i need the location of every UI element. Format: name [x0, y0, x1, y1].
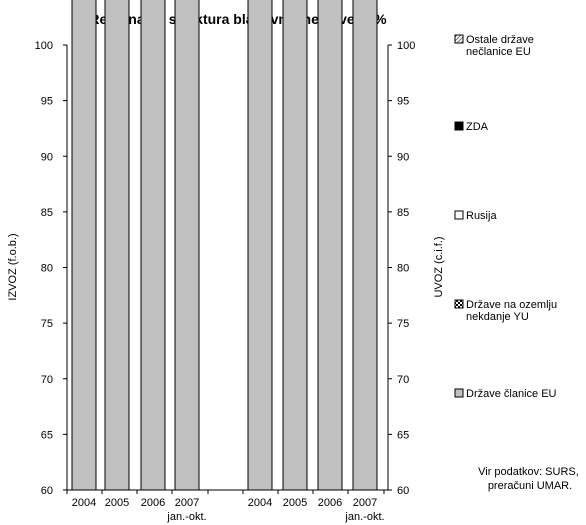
- bar-segment-izvoz-2004-s0: [71, 0, 97, 491]
- left-axis-title: IZVOZ (f.o.b.): [7, 233, 19, 300]
- right-y-tick-label: 60: [397, 485, 409, 497]
- left-y-tick-label: 65: [41, 429, 53, 441]
- legend-swatch: [454, 210, 464, 220]
- bar-segment-uvoz-2004-s0: [247, 0, 273, 491]
- left-y-tick-label: 100: [35, 40, 53, 52]
- right-y-tick-label: 80: [397, 263, 409, 275]
- right-axis-title: UVOZ (c.i.f.): [433, 236, 445, 297]
- bar-segment-uvoz-2007-s0: [352, 0, 378, 491]
- source-line-1: Vir podatkov: SURS,: [478, 466, 579, 478]
- legend-swatch: [454, 299, 464, 309]
- left-y-tick-label: 60: [41, 485, 53, 497]
- axes-layer: [63, 44, 392, 494]
- x-tick-label: 2005: [283, 497, 307, 509]
- bar-segment-izvoz-2005-s0: [104, 0, 130, 491]
- left-y-tick-label: 90: [41, 151, 53, 163]
- right-y-tick-label: 85: [397, 207, 409, 219]
- right-y-tick-label: 70: [397, 374, 409, 386]
- y-tick-labels: 60 60 65 65 70 70 75 75 80 80 85 85 90 90 95 95 100 100: [35, 40, 416, 497]
- legend-label: ZDA: [466, 121, 489, 133]
- bar-segment-uvoz-2005-s0: [282, 0, 308, 491]
- legend-label: nečlanice EU: [466, 46, 531, 58]
- legend-label: Rusija: [466, 210, 497, 222]
- x-tick-labels: 2004 2005 2006 2007 jan.-okt. 2004 2005 2006 200…: [72, 497, 385, 523]
- bar-segment-izvoz-2007-s0: [174, 0, 200, 491]
- x-tick-label: 2007: [175, 497, 199, 509]
- legend-label: Ostale države: [466, 34, 534, 46]
- right-y-tick-label: 75: [397, 318, 409, 330]
- right-y-tick-label: 90: [397, 151, 409, 163]
- bars-layer: [71, 0, 378, 491]
- x-tick-label: 2007: [353, 497, 377, 509]
- x-tick-label: 2004: [248, 497, 272, 509]
- x-tick-label: 2005: [105, 497, 129, 509]
- x-tick-label: 2006: [141, 497, 165, 509]
- left-y-tick-label: 95: [41, 96, 53, 108]
- right-y-tick-label: 95: [397, 96, 409, 108]
- legend-label: nekdanje YU: [466, 311, 529, 323]
- legend-label: Države članice EU: [466, 388, 557, 400]
- left-y-tick-label: 70: [41, 374, 53, 386]
- left-y-tick-label: 75: [41, 318, 53, 330]
- legend-swatch: [454, 34, 464, 44]
- source-note: Vir podatkov: SURS, preračuni UMAR.: [478, 466, 582, 492]
- left-y-tick-label: 85: [41, 207, 53, 219]
- legend-swatch: [454, 121, 464, 131]
- bar-segment-uvoz-2006-s0: [317, 0, 343, 491]
- source-line-2: preračuni UMAR.: [488, 480, 572, 492]
- x-tick-label: 2006: [318, 497, 342, 509]
- x-tick-sublabel: jan.-okt.: [166, 511, 206, 523]
- legend-label: Države na ozemlju: [466, 299, 557, 311]
- left-y-tick-label: 80: [41, 263, 53, 275]
- x-tick-sublabel: jan.-okt.: [344, 511, 384, 523]
- right-y-tick-label: 65: [397, 429, 409, 441]
- bar-segment-izvoz-2006-s0: [140, 0, 166, 491]
- x-tick-label: 2004: [72, 497, 96, 509]
- right-y-tick-label: 100: [397, 40, 415, 52]
- legend-swatch: [454, 388, 464, 398]
